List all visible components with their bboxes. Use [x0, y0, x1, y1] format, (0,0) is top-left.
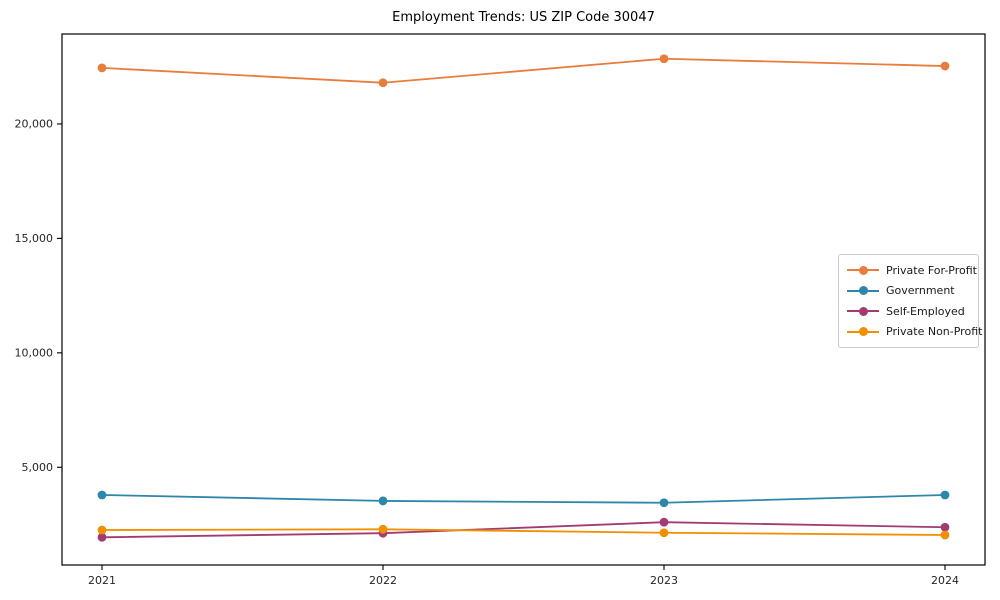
- legend-entry-private-non-profit: Private Non-Profit: [847, 322, 982, 343]
- plot-frame: [61, 33, 986, 566]
- data-point-private-for-profit-2021: [97, 63, 107, 73]
- series-line-self-employed: [101, 521, 946, 539]
- y-tick-label: 20,000: [15, 118, 54, 131]
- data-point-private-for-profit-2023: [659, 54, 669, 64]
- x-tick-label: 2021: [88, 574, 116, 587]
- x-tick-label: 2022: [369, 574, 397, 587]
- data-point-self-employed-2021: [97, 532, 107, 542]
- y-tick-label: 15,000: [15, 232, 54, 245]
- x-tick-label: 2024: [931, 574, 959, 587]
- y-tick-label: 10,000: [15, 347, 54, 360]
- chart-title: Employment Trends: US ZIP Code 30047: [392, 10, 655, 25]
- legend-entry-government: Government: [847, 281, 970, 302]
- data-point-government-2023: [659, 498, 669, 508]
- data-point-self-employed-2023: [659, 517, 669, 527]
- legend-line-marker-icon: [847, 265, 879, 275]
- y-tick-label: 5,000: [22, 461, 54, 474]
- data-point-private-non-profit-2024: [940, 530, 950, 540]
- legend-line-marker-icon: [847, 286, 879, 296]
- legend-label: Government: [886, 284, 955, 298]
- legend-entry-private-for-profit: Private For-Profit: [847, 260, 977, 281]
- series-line-government: [101, 494, 946, 504]
- legend-line-marker-icon: [847, 306, 879, 316]
- data-point-private-for-profit-2024: [940, 61, 950, 71]
- data-point-government-2021: [97, 490, 107, 500]
- data-point-private-non-profit-2023: [659, 528, 669, 538]
- legend-line-marker-icon: [847, 327, 879, 337]
- data-point-self-employed-2024: [940, 522, 950, 532]
- legend-label: Private For-Profit: [886, 263, 977, 277]
- legend: Private For-Profit Government Self-Employe…: [838, 254, 982, 348]
- legend-label: Self-Employed: [886, 304, 965, 318]
- series-line-private-for-profit: [101, 57, 946, 84]
- data-point-private-for-profit-2022: [378, 78, 388, 88]
- x-tick-label: 2023: [650, 574, 678, 587]
- data-point-government-2024: [940, 490, 950, 500]
- data-point-private-non-profit-2022: [378, 524, 388, 534]
- legend-label: Private Non-Profit: [886, 325, 983, 339]
- legend-entry-self-employed: Self-Employed: [847, 301, 970, 322]
- data-point-private-non-profit-2021: [97, 525, 107, 535]
- series-line-private-non-profit: [101, 528, 946, 536]
- data-point-government-2022: [378, 496, 388, 506]
